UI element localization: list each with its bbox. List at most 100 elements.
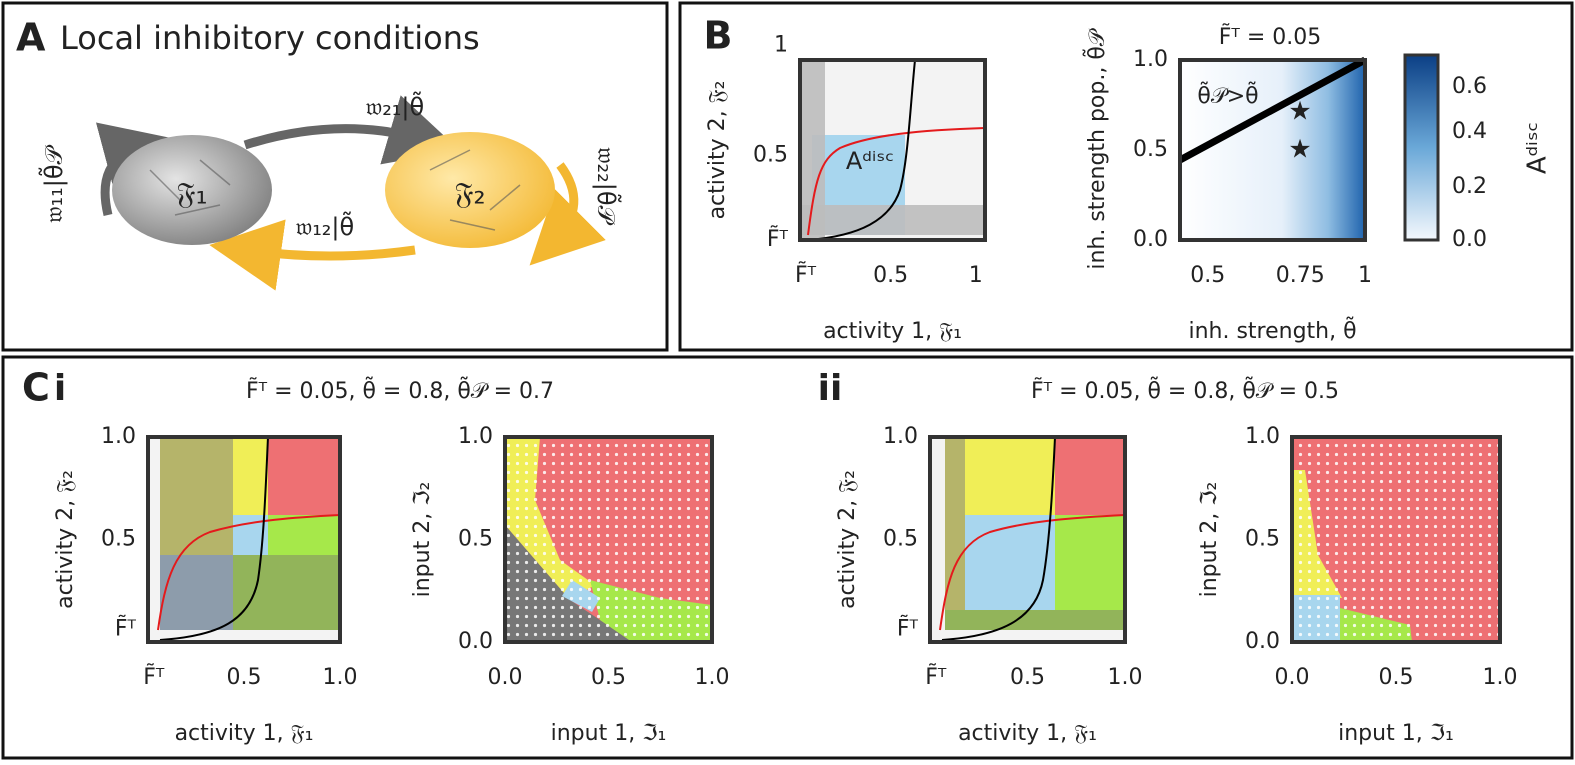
plot-frame [1178,58,1367,242]
network-edge [199,159,231,186]
y-tick-label: 1.0 [101,424,136,449]
x-axis-label: input 1, ℑ₁ [1338,721,1454,746]
x-tick-label: F̃ᵀ [925,664,947,690]
annotation: θ̃𝒫>θ̃ [1197,81,1258,109]
x-axis-label: activity 1, 𝔉₁ [175,721,314,746]
x-axis-label: input 1, ℑ₁ [551,721,667,746]
x-tick-label: 0.5 [591,665,626,690]
y-tick-label: F̃ᵀ [767,226,789,252]
network-edge [149,169,181,201]
dot-overlay [1292,437,1500,642]
colorbar-label: Aᵈⁱˢᶜ [1523,122,1553,174]
plot-frame [798,58,987,242]
plot-frame [146,435,342,644]
nullcline [939,514,1126,631]
y-tick-label: 0.5 [1245,527,1280,552]
x-axis-label: inh. strength, θ̃ [1188,316,1356,344]
plot-frame [928,435,1127,644]
colorbar-tick-label: 0.0 [1452,227,1487,252]
y-axis-label: inh. strength pop., θ̃𝒫 [1082,27,1110,269]
panel-letter: C [22,366,50,410]
subpanel-title: F̃ᵀ = 0.05, θ̃ = 0.8, θ̃𝒫 = 0.7 [246,376,554,404]
nullcline [159,436,269,641]
y-tick-label: 0.5 [458,527,493,552]
x-tick-label: 1 [1358,263,1372,288]
y-axis-label: input 2, ℑ₂ [1197,482,1222,598]
heatmap [1180,60,1365,240]
x-tick-label: F̃ᵀ [143,664,165,690]
weight-label: 𝔴₂₁|θ̃ [366,91,424,121]
network-edge [174,204,221,216]
x-tick-label: 0.5 [227,665,262,690]
star-marker: ★ [1288,97,1311,127]
nullcline [157,514,341,631]
region [965,437,1055,515]
nullcline [807,127,986,236]
panel-title: Local inhibitory conditions [60,19,480,57]
x-tick-label: 0.5 [1190,263,1225,288]
colorbar-tick-label: 0.4 [1452,119,1487,144]
colorbar-tick-label: 0.2 [1452,174,1487,199]
x-tick-label: 1.0 [323,665,358,690]
region [965,515,1055,610]
y-axis-label: input 2, ℑ₂ [410,482,435,598]
colorbar-frame [1403,53,1440,242]
y-tick-label: 1.0 [1245,424,1280,449]
network-edge [489,184,521,211]
x-tick-label: 1.0 [1108,665,1143,690]
y-tick-label: F̃ᵀ [115,616,137,642]
x-tick-label: 0.5 [1379,665,1414,690]
y-tick-label: 1.0 [883,424,918,449]
y-tick-label: 0.5 [883,527,918,552]
x-tick-label: 0.0 [488,665,523,690]
panel-c-border [1,355,1574,760]
plot-frame [503,435,714,644]
population-label: 𝔉₂ [454,177,485,212]
colorbar [1405,55,1438,240]
y-tick-label: 0.5 [101,527,136,552]
y-axis-label: activity 2, 𝔉₂ [53,470,78,609]
nullcline [807,59,916,241]
self-loop [95,122,175,217]
y-tick-label: 0.5 [1133,137,1168,162]
self-loop [529,162,606,266]
colorbar-tick-label: 0.6 [1452,74,1487,99]
x-tick-label: 1.0 [1483,665,1518,690]
plot-frame [1290,435,1502,644]
region-label: Aᵈⁱˢᶜ [846,147,894,175]
boundary-line [1178,56,1367,164]
x-tick-label: F̃ᵀ [795,262,817,288]
weight-label: 𝔴₁₁|θ̃𝒫 [38,144,68,222]
weight-label: 𝔴₁₂|θ̃ [296,211,354,241]
arrow [209,219,416,291]
region [233,437,268,515]
region [160,555,233,630]
subpanel-numeral: i [54,368,66,409]
y-tick-label: 1.0 [458,424,493,449]
y-axis-label: activity 2, 𝔉₂ [705,81,730,220]
y-tick-label: 0.0 [1133,227,1168,252]
region [1055,437,1125,515]
x-tick-label: 1.0 [695,665,730,690]
y-tick-label: 0.0 [458,629,493,654]
network-edge [449,219,496,231]
region [945,610,1125,630]
arrow [243,95,460,165]
y-tick-label: F̃ᵀ [897,616,919,642]
y-axis-label: activity 2, 𝔉₂ [835,470,860,609]
population-ellipse [385,132,555,248]
panel-letter: A [16,16,46,60]
x-tick-label: 0.0 [1275,665,1310,690]
weight-label: 𝔴₂₂|θ̃𝒫 [592,147,622,225]
network-edge [429,149,471,171]
y-tick-label: 0.0 [1245,629,1280,654]
x-tick-label: 0.5 [873,263,908,288]
x-axis-label: activity 1, 𝔉₁ [958,721,1097,746]
x-tick-label: 0.5 [1010,665,1045,690]
region [233,555,340,630]
star-marker: ★ [1288,135,1311,165]
panel-letter: B [704,14,733,58]
population-label: 𝔉₁ [176,177,207,212]
